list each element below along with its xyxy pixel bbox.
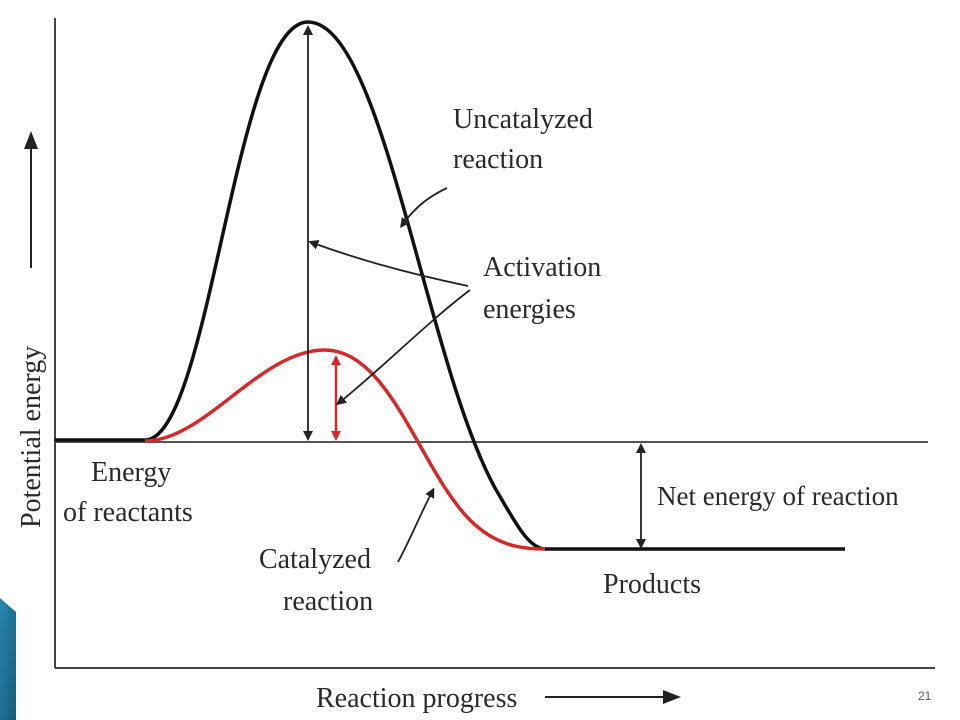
uncatalyzed-label-line1: Uncatalyzed: [453, 104, 593, 135]
products-label: Products: [603, 569, 701, 600]
x-axis-label: Reaction progress: [316, 683, 517, 714]
y-axis-label-group: Potential energy: [16, 131, 47, 528]
catalyzed-curve: [144, 348, 546, 551]
slide-accent-shape: [0, 598, 16, 720]
activation-label-line1: Activation: [483, 252, 601, 283]
uncatalyzed-curve: [55, 20, 845, 551]
catalyzed-pointer: [397, 487, 435, 563]
activation-pointer-upper: [308, 240, 469, 287]
reactants-label-line2: of reactants: [63, 497, 193, 528]
net-energy-label: Net energy of reaction: [657, 481, 899, 511]
catalyzed-label-line1: Catalyzed: [259, 544, 371, 575]
y-axis-label: Potential energy: [16, 346, 47, 528]
reactants-label-line1: Energy: [91, 457, 171, 488]
uncatalyzed-label-line2: reaction: [453, 144, 543, 175]
x-axis-label-group: Reaction progress: [316, 683, 681, 714]
activation-pointer-lower: [336, 289, 471, 406]
catalyzed-label-line2: reaction: [283, 586, 373, 617]
activation-label-line2: energies: [483, 294, 576, 325]
uncatalyzed-pointer: [400, 187, 448, 229]
page-number: 21: [918, 689, 932, 703]
